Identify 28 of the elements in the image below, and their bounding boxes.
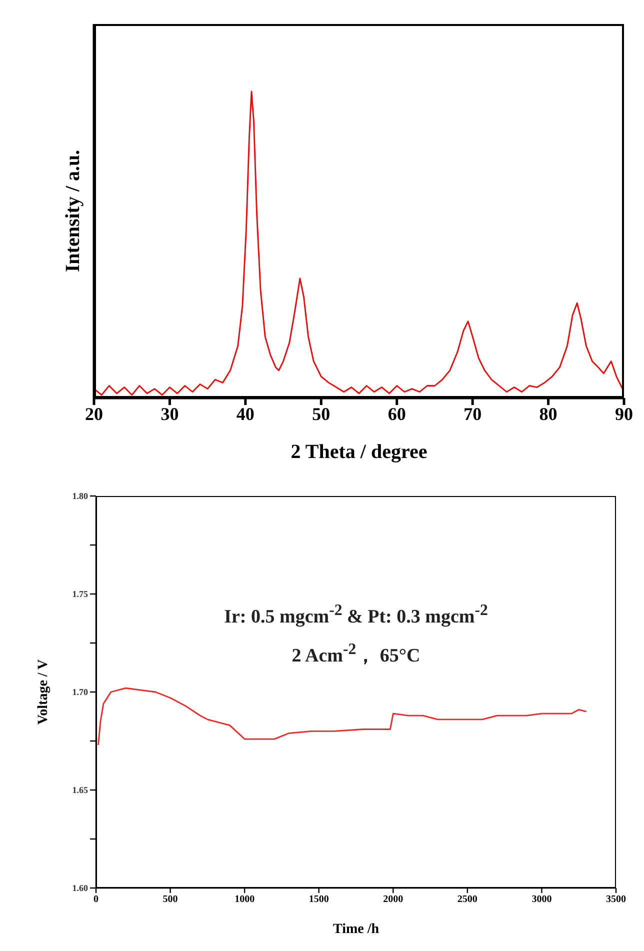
x-tick-label: 50 [312, 404, 330, 424]
y-tick-label: 1.75 [72, 589, 88, 600]
x-axis-title: 2 Theta / degree [290, 441, 428, 463]
x-tick-label: 60 [388, 404, 406, 424]
y-tick-label: 1.60 [72, 883, 88, 894]
y-axis-title: Intensity / a.u. [62, 150, 84, 272]
x-tick-label: 500 [162, 894, 178, 906]
line-series [98, 687, 587, 746]
x-tick-label: 20 [85, 404, 103, 424]
x-tick-label: 2500 [457, 894, 478, 906]
x-axis-title: Time /h [332, 922, 380, 937]
x-tick-label: 40 [236, 404, 254, 424]
x-tick-label: 80 [539, 404, 558, 424]
x-tick-label: 70 [464, 404, 482, 424]
y-axis-title: Voltage / V [36, 659, 51, 725]
x-tick-label: 2000 [383, 894, 404, 906]
annotation: Ir: 0.5 mgcm$^{-2}$ & Pt: 0.3 mgcm$^{-2}$ [223, 602, 489, 628]
y-tick-label: 1.70 [72, 687, 88, 698]
x-tick-label: 3000 [532, 894, 552, 906]
annotation: 2 Acm$^{-2}$， 65°C [290, 641, 422, 668]
x-tick-label: 30 [160, 404, 179, 424]
x-tick-label: 1000 [234, 894, 255, 906]
y-tick-label: 1.65 [72, 785, 88, 796]
x-tick-label: 0 [94, 894, 98, 906]
x-tick-label: 90 [615, 404, 633, 424]
y-tick-label: 1.80 [72, 491, 88, 502]
x-tick-label: 1500 [308, 894, 329, 906]
x-tick-label: 3500 [606, 894, 626, 906]
